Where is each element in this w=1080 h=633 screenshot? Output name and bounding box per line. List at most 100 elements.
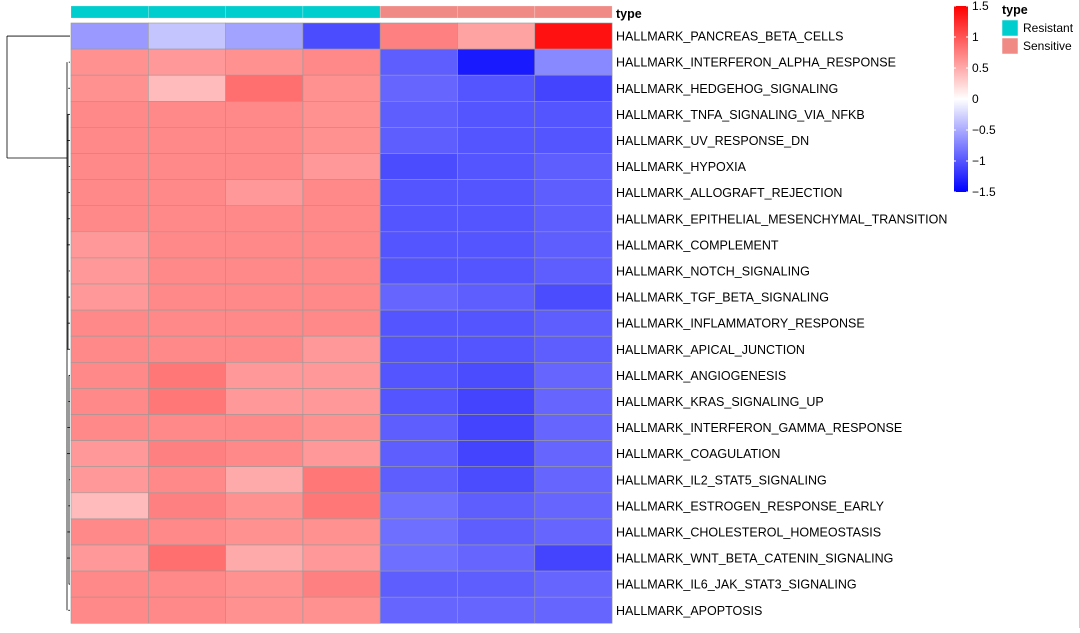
heatmap-cell (225, 179, 304, 207)
heatmap-cell (457, 48, 536, 76)
heatmap-cell (302, 22, 381, 50)
annotation-cell-sensitive (534, 5, 613, 19)
heatmap-cell (70, 492, 149, 520)
heatmap-cell (148, 231, 226, 259)
row-label: HALLMARK_INTERFERON_GAMMA_RESPONSE (616, 421, 902, 435)
color-scale-tick-label: −1 (972, 154, 986, 168)
heatmap-cell (225, 570, 304, 598)
heatmap-cell (379, 74, 458, 102)
heatmap-cell (225, 544, 304, 572)
heatmap-cell (225, 492, 304, 520)
heatmap-cell (379, 518, 458, 546)
annotation-cell-resistant (225, 5, 304, 19)
heatmap-cell (148, 361, 226, 389)
heatmap-cell (302, 153, 381, 180)
color-scale-tick-label: 1 (972, 30, 979, 44)
heatmap-cell (457, 518, 536, 546)
row-label: HALLMARK_INFLAMMATORY_RESPONSE (616, 317, 865, 331)
row-label: HALLMARK_PANCREAS_BETA_CELLS (616, 30, 843, 44)
heatmap-cell (148, 48, 226, 76)
heatmap-cell (534, 231, 613, 259)
annotation-cell-sensitive (457, 5, 536, 19)
heatmap-cell (379, 22, 458, 50)
heatmap-cell (148, 257, 226, 285)
heatmap-cell (70, 101, 149, 128)
heatmap-cell (457, 153, 536, 180)
annotation-cell-resistant (302, 5, 381, 19)
heatmap-cell (70, 570, 149, 598)
heatmap-cell (534, 440, 613, 468)
row-label: HALLMARK_UV_RESPONSE_DN (616, 134, 809, 148)
heatmap-cell (379, 388, 458, 415)
heatmap-cell (457, 283, 536, 311)
heatmap-cell (534, 544, 613, 572)
heatmap-cell (379, 231, 458, 259)
heatmap-cell (70, 257, 149, 285)
annotation-cell-resistant (148, 5, 226, 19)
heatmap-cell (70, 48, 149, 76)
heatmap-cell (534, 596, 613, 624)
heatmap-cell (379, 466, 458, 494)
heatmap-cell (70, 205, 149, 233)
heatmap-cell (379, 361, 458, 389)
heatmap-cell (302, 257, 381, 285)
heatmap-cell (148, 153, 226, 180)
heatmap-cell (302, 388, 381, 415)
heatmap-cell (302, 440, 381, 468)
heatmap-cell (225, 231, 304, 259)
heatmap-cell (70, 388, 149, 415)
heatmap-cell (70, 231, 149, 259)
row-label: HALLMARK_WNT_BETA_CATENIN_SIGNALING (616, 552, 893, 566)
heatmap-cell (225, 205, 304, 233)
heatmap-cell (534, 414, 613, 441)
row-label: HALLMARK_COAGULATION (616, 447, 780, 461)
heatmap-cell (148, 101, 226, 128)
heatmap-cell (225, 414, 304, 441)
row-label: HALLMARK_APICAL_JUNCTION (616, 343, 805, 357)
heatmap-cell (302, 101, 381, 128)
heatmap-cell (534, 257, 613, 285)
heatmap-cell (225, 48, 304, 76)
legend-swatch-resistant (1001, 19, 1019, 37)
heatmap-cell (148, 127, 226, 154)
row-label: HALLMARK_IL6_JAK_STAT3_SIGNALING (616, 578, 857, 592)
annotation-cell-resistant (70, 5, 149, 19)
annotation-cell-sensitive (379, 5, 458, 19)
heatmap-cell (534, 74, 613, 102)
color-scale-tick-label: −0.5 (972, 123, 996, 137)
heatmap-cell (302, 596, 381, 624)
heatmap-cell (148, 570, 226, 598)
heatmap-cell (225, 153, 304, 180)
legend-label-resistant: Resistant (1023, 21, 1074, 35)
heatmap-cell (70, 466, 149, 494)
color-scale-tick-label: 1.5 (972, 0, 989, 13)
heatmap-cell (225, 22, 304, 50)
row-label: HALLMARK_TNFA_SIGNALING_VIA_NFKB (616, 108, 865, 122)
heatmap-cell (302, 231, 381, 259)
heatmap-cell (70, 22, 149, 50)
heatmap-cell (70, 127, 149, 154)
heatmap-cell (379, 544, 458, 572)
heatmap-cell (534, 283, 613, 311)
heatmap-cell (457, 231, 536, 259)
heatmap-cell (534, 570, 613, 598)
heatmap-cell (534, 309, 613, 337)
heatmap-cell (302, 466, 381, 494)
heatmap-cell (457, 414, 536, 441)
color-scale-tick-label: −1.5 (972, 185, 996, 199)
heatmap-cell (225, 518, 304, 546)
row-label: HALLMARK_EPITHELIAL_MESENCHYMAL_TRANSITI… (616, 212, 947, 226)
heatmap-cell (148, 388, 226, 415)
color-scale-tick-label: 0.5 (972, 61, 989, 75)
row-label: HALLMARK_INTERFERON_ALPHA_RESPONSE (616, 56, 896, 70)
heatmap-cell (302, 74, 381, 102)
heatmap-cell (534, 153, 613, 180)
heatmap-cell (148, 492, 226, 520)
heatmap-cell (225, 466, 304, 494)
heatmap-cell (302, 492, 381, 520)
heatmap-cell (70, 179, 149, 207)
heatmap-cell (302, 570, 381, 598)
heatmap-cell (457, 361, 536, 389)
